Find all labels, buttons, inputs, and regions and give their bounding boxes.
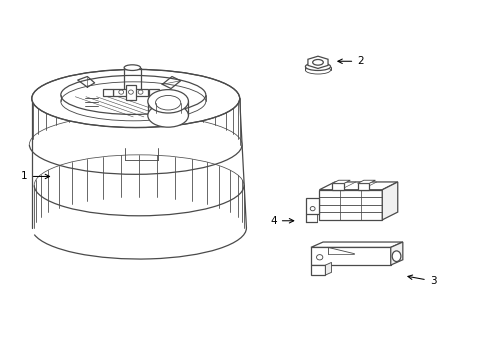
FancyBboxPatch shape [357, 183, 368, 190]
Ellipse shape [305, 63, 330, 71]
FancyBboxPatch shape [310, 265, 325, 275]
Ellipse shape [61, 76, 205, 114]
Ellipse shape [147, 104, 188, 127]
Polygon shape [357, 180, 375, 183]
Ellipse shape [124, 65, 140, 71]
Text: 3: 3 [407, 275, 435, 286]
FancyBboxPatch shape [319, 190, 382, 220]
Text: 4: 4 [270, 216, 293, 226]
FancyBboxPatch shape [332, 183, 344, 190]
FancyBboxPatch shape [126, 85, 136, 100]
Polygon shape [319, 182, 397, 190]
Text: 2: 2 [337, 56, 363, 66]
Ellipse shape [147, 90, 188, 113]
FancyBboxPatch shape [113, 89, 148, 96]
Polygon shape [310, 242, 402, 247]
FancyBboxPatch shape [305, 198, 319, 215]
Polygon shape [325, 262, 331, 275]
Polygon shape [390, 242, 402, 265]
Ellipse shape [305, 66, 330, 74]
FancyBboxPatch shape [310, 247, 390, 265]
Polygon shape [382, 182, 397, 220]
Text: 1: 1 [21, 171, 49, 181]
Ellipse shape [33, 70, 238, 127]
Polygon shape [307, 56, 327, 68]
Polygon shape [332, 180, 349, 183]
FancyBboxPatch shape [102, 89, 112, 96]
Ellipse shape [32, 69, 239, 127]
Ellipse shape [391, 251, 400, 261]
Ellipse shape [124, 91, 140, 97]
FancyBboxPatch shape [149, 89, 159, 96]
